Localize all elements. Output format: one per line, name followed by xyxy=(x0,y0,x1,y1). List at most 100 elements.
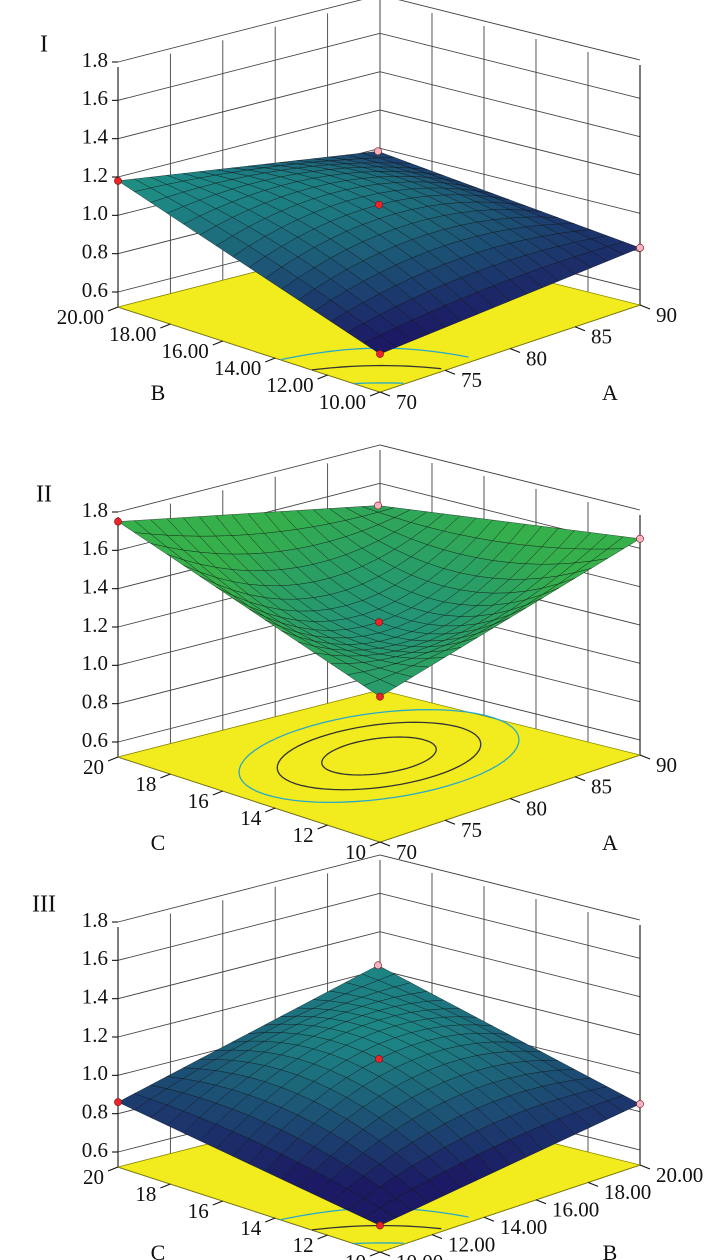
surface-plot-2: 0.6 0.8 1.0 1.2 1.4 1.6 1.8 70 75 80 85 90 A 10 12 14 16… xyxy=(36,444,677,864)
design-point xyxy=(374,501,382,510)
x-tick-label: 90 xyxy=(656,753,677,777)
x-tick-label: 70 xyxy=(396,840,417,864)
x-tick-label: 75 xyxy=(461,368,482,392)
design-point xyxy=(114,517,122,526)
z-axis: 0.6 0.8 1.0 1.2 1.4 1.6 1.8 xyxy=(82,908,118,1162)
y-tick-label: 10 xyxy=(345,840,366,864)
design-point xyxy=(376,1221,384,1230)
design-point xyxy=(376,350,384,358)
z-tick-label: 0.6 xyxy=(82,278,108,302)
x-tick-label: 10.00 xyxy=(396,1250,443,1260)
z-tick-label: 1.4 xyxy=(82,984,109,1008)
contour-line xyxy=(353,1242,404,1245)
x-tick-label: 18.00 xyxy=(604,1180,651,1204)
z-tick-label: 1.8 xyxy=(82,498,108,522)
contour-line xyxy=(321,736,437,776)
z-axis: 0.6 0.8 1.0 1.2 1.4 1.6 1.8 xyxy=(82,48,118,302)
floor-contours xyxy=(238,708,520,804)
z-tick-label: 1.6 xyxy=(82,86,108,110)
x-tick-label: 12.00 xyxy=(448,1232,495,1256)
y-axis-label: C xyxy=(151,1240,166,1260)
x-tick-label: 20.00 xyxy=(656,1163,703,1187)
design-point xyxy=(114,176,122,185)
x-tick-label: 90 xyxy=(656,303,677,327)
x-tick-label: 80 xyxy=(526,346,547,370)
design-points xyxy=(114,961,644,1230)
x-tick-label: 14.00 xyxy=(500,1215,547,1239)
y-axis: 10 12 14 16 18 20 C xyxy=(83,755,381,864)
y-tick-label: 16 xyxy=(188,1199,209,1223)
x-tick-label: 16.00 xyxy=(552,1198,599,1222)
y-tick-label: 20.00 xyxy=(57,305,104,329)
z-tick-label: 1.2 xyxy=(82,163,108,187)
design-point xyxy=(114,1098,122,1107)
z-tick-label: 1.8 xyxy=(82,908,108,932)
contour-line xyxy=(353,382,404,385)
x-axis-label: A xyxy=(602,380,618,405)
x-tick-label: 70 xyxy=(396,390,417,414)
response-surface xyxy=(117,505,641,697)
contour-line xyxy=(280,347,469,361)
y-tick-label: 14 xyxy=(240,806,262,830)
design-points xyxy=(114,501,644,701)
z-tick-label: 1.4 xyxy=(82,124,109,148)
x-axis-label: A xyxy=(602,830,618,855)
z-tick-label: 1.8 xyxy=(82,48,108,72)
design-point xyxy=(375,1055,383,1063)
surface-plot-1: 0.6 0.8 1.0 1.2 1.4 1.6 1.8 70 75 80 85 90 A 10.0012.… xyxy=(40,0,677,414)
x-tick-label: 85 xyxy=(591,325,612,349)
y-tick-label: 18 xyxy=(135,772,156,796)
y-tick-label: 14 xyxy=(240,1216,262,1240)
panel-label: III xyxy=(32,892,56,918)
surface-plot-3: 0.6 0.8 1.0 1.2 1.4 1.6 1.8 10.00 12.0014.0016.0… xyxy=(32,854,703,1260)
y-tick-label: 12.00 xyxy=(266,373,313,397)
z-tick-label: 0.6 xyxy=(82,728,108,752)
z-tick-label: 1.6 xyxy=(82,946,108,970)
z-tick-label: 1.0 xyxy=(82,201,108,225)
panel-label: I xyxy=(40,32,48,58)
design-points xyxy=(114,147,644,358)
panel-label: II xyxy=(36,482,52,508)
z-axis: 0.6 0.8 1.0 1.2 1.4 1.6 1.8 xyxy=(82,498,118,752)
z-tick-label: 1.2 xyxy=(82,613,108,637)
y-axis-label: B xyxy=(151,380,166,405)
contour-line xyxy=(238,708,520,804)
x-axis-label: B xyxy=(603,1240,618,1260)
design-point xyxy=(375,618,383,627)
z-tick-label: 1.4 xyxy=(82,574,109,598)
y-tick-label: 10 xyxy=(345,1250,366,1260)
x-tick-label: 85 xyxy=(591,775,612,799)
design-point xyxy=(375,200,383,209)
x-axis: 70 75 80 85 90 A xyxy=(379,753,677,864)
design-point xyxy=(374,147,382,156)
y-tick-label: 18 xyxy=(135,1182,156,1206)
design-point xyxy=(636,243,644,252)
x-tick-label: 75 xyxy=(461,818,482,842)
design-point xyxy=(374,961,382,970)
contour-line xyxy=(311,1224,442,1231)
y-tick-label: 12 xyxy=(293,1233,314,1257)
y-tick-label: 20 xyxy=(83,1165,104,1189)
z-tick-label: 1.0 xyxy=(82,651,108,675)
y-tick-label: 16.00 xyxy=(162,339,209,363)
response-surface xyxy=(117,151,641,355)
z-tick-label: 0.8 xyxy=(82,689,108,713)
design-point xyxy=(376,692,384,701)
y-tick-label: 10.00 xyxy=(319,390,366,414)
y-axis-label: C xyxy=(151,830,166,855)
z-tick-label: 0.6 xyxy=(82,1138,108,1162)
y-tick-label: 16 xyxy=(188,789,209,813)
design-point xyxy=(636,1100,644,1108)
design-point xyxy=(636,534,644,543)
y-tick-label: 14.00 xyxy=(214,356,261,380)
z-tick-label: 1.2 xyxy=(82,1023,108,1047)
x-tick-label: 80 xyxy=(526,796,547,820)
z-tick-label: 0.8 xyxy=(82,1099,108,1123)
z-tick-label: 0.8 xyxy=(82,239,108,263)
y-tick-label: 12 xyxy=(293,823,314,847)
x-axis: 70 75 80 85 90 A xyxy=(379,303,677,414)
z-tick-label: 1.6 xyxy=(82,536,108,560)
